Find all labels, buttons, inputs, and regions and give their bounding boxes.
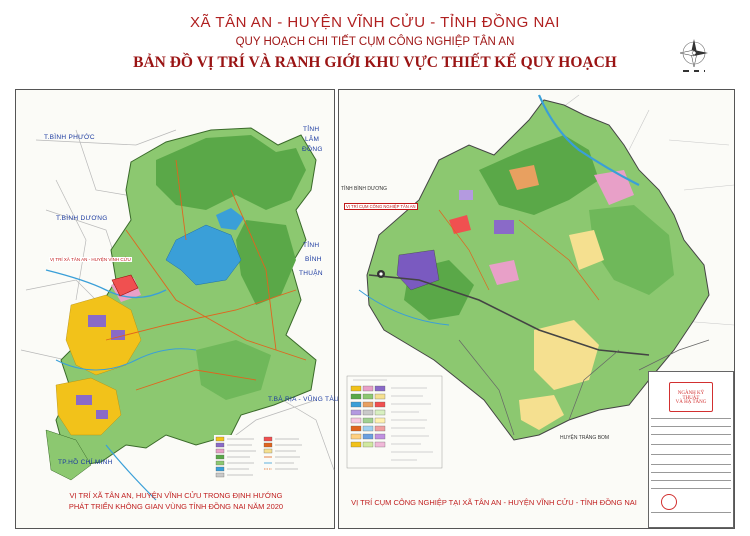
title-map-name: BẢN ĐỒ VỊ TRÍ VÀ RANH GIỚI KHU VỰC THIẾT…: [133, 54, 617, 71]
label-binh-thuan-1: TỈNH: [303, 242, 320, 249]
label-trang-bom: HUYỆN TRẢNG BOM: [560, 435, 610, 441]
map-legend: [214, 435, 314, 490]
drawing-title-block: NGÀNH KỸ THUẬT VÀ HẠ TẦNG: [648, 371, 734, 528]
title-project: QUY HOẠCH CHI TIẾT CỤM CÔNG NGHIỆP TÂN A…: [235, 36, 515, 48]
label-site-cluster: VỊ TRÍ CỤM CÔNG NGHIỆP TÂN AN: [344, 203, 418, 210]
urban-area-long-thanh: [55, 377, 122, 436]
title-block: XÃ TÂN AN - HUYỆN VĨNH CỬU - TỈNH ĐỒNG N…: [0, 14, 750, 73]
forest-zone-east: [236, 220, 296, 305]
regional-map-caption: VỊ TRÍ XÃ TÂN AN, HUYỆN VĨNH CỬU TRONG Đ…: [26, 490, 326, 512]
approval-stamp: NGÀNH KỸ THUẬT VÀ HẠ TẦNG: [669, 382, 713, 412]
regional-caption-line1: VỊ TRÍ XÃ TÂN AN, HUYỆN VĨNH CỬU TRONG Đ…: [69, 491, 283, 500]
regional-map-panel: T.BÌNH PHƯỚC T.BÌNH DƯƠNG TỈNH LÂM ĐỒNG …: [15, 89, 339, 529]
main-highway: [368, 274, 650, 356]
site-location-marker: [111, 274, 139, 297]
forest-zone-north: [156, 135, 306, 210]
forest-zone-south: [196, 340, 271, 400]
company-seal-icon: [661, 494, 677, 510]
urban-area-bien-hoa: [65, 294, 142, 376]
label-binh-thuan-2: BÌNH: [305, 256, 322, 263]
label-lam-dong-1: TỈNH: [303, 126, 320, 133]
tri-an-lake: [165, 224, 242, 286]
label-binh-phuoc: T.BÌNH PHƯỚC: [44, 134, 95, 141]
regional-caption-line2: PHÁT TRIỂN KHÔNG GIAN VÙNG TỈNH ĐỒNG NAI…: [68, 502, 284, 511]
stamp-line1: NGÀNH KỸ THUẬT: [677, 391, 705, 401]
main-roads: [105, 159, 307, 391]
site-map-legend: [346, 375, 443, 469]
label-binh-duong: T.BÌNH DƯƠNG: [56, 215, 108, 222]
site-map-caption: VỊ TRÍ CỤM CÔNG NGHIỆP TẠI XÃ TÂN AN - H…: [351, 498, 637, 507]
label-ba-ria-vung-tau: T.BÀ RỊA - VŨNG TÀU: [268, 396, 339, 403]
agricultural-zone: [534, 320, 599, 390]
site-location-map-panel: TỈNH BÌNH DƯƠNG VỊ TRÍ CỤM CÔNG NGHIỆP T…: [338, 89, 735, 529]
label-lam-dong-2: LÂM: [305, 136, 320, 143]
regional-map: [20, 127, 335, 501]
label-site-location: VỊ TRÍ XÃ TÂN AN - HUYỆN VĨNH CỬU: [49, 257, 132, 262]
stamp-line2: VÀ HẠ TẦNG: [675, 400, 707, 405]
label-binh-thuan-3: THUẬN: [299, 270, 323, 277]
title-commune: XÃ TÂN AN - HUYỆN VĨNH CỬU - TỈNH ĐỒNG N…: [190, 14, 560, 31]
label-lam-dong-3: ĐỒNG: [302, 146, 323, 153]
industrial-cluster: [396, 249, 440, 291]
north-arrow-compass-icon: [679, 39, 708, 72]
site-location-map: [346, 94, 735, 469]
label-ho-chi-minh: TP.HỒ CHÍ MINH: [58, 459, 113, 466]
label-tinh-binh-duong: TỈNH BÌNH DƯƠNG: [341, 186, 388, 192]
